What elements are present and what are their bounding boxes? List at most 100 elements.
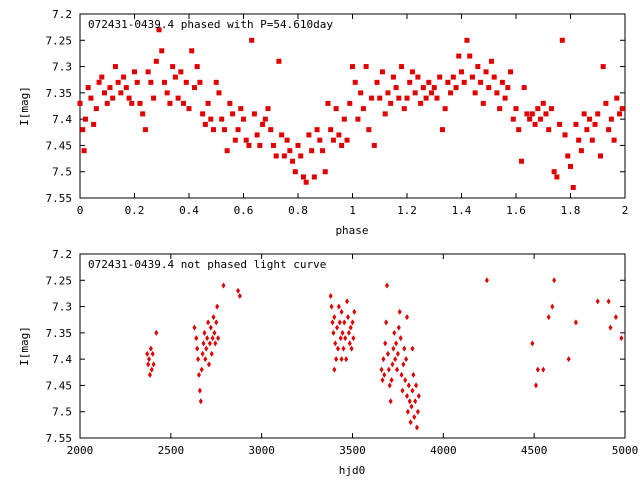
data-point bbox=[322, 169, 328, 175]
plot-frame bbox=[79, 253, 626, 439]
data-point bbox=[149, 366, 154, 373]
data-point bbox=[540, 100, 546, 106]
data-point bbox=[456, 53, 462, 59]
data-point bbox=[394, 340, 399, 347]
data-point bbox=[401, 361, 406, 368]
data-point bbox=[134, 79, 140, 85]
y-tick-label: 7.45 bbox=[46, 379, 73, 392]
data-point bbox=[349, 345, 354, 352]
data-point bbox=[333, 340, 338, 347]
data-point bbox=[416, 392, 421, 399]
data-point bbox=[347, 100, 353, 106]
data-point bbox=[379, 366, 384, 373]
data-point bbox=[398, 335, 403, 342]
data-point bbox=[461, 79, 467, 85]
data-point bbox=[401, 106, 407, 112]
data-point bbox=[352, 308, 357, 315]
data-point bbox=[91, 121, 97, 127]
data-point bbox=[530, 340, 535, 347]
data-point bbox=[518, 158, 524, 164]
data-point bbox=[249, 37, 255, 43]
data-point bbox=[386, 366, 391, 373]
x-tick-label: 5000 bbox=[612, 444, 639, 457]
data-point bbox=[82, 116, 88, 122]
data-point bbox=[589, 137, 595, 143]
data-point bbox=[529, 111, 535, 117]
data-point bbox=[445, 79, 451, 85]
data-point bbox=[551, 169, 557, 175]
data-point bbox=[351, 335, 356, 342]
data-point bbox=[303, 179, 309, 185]
data-point bbox=[147, 356, 152, 363]
data-point bbox=[164, 90, 170, 96]
data-point bbox=[429, 90, 435, 96]
data-point bbox=[209, 350, 214, 357]
data-point bbox=[491, 74, 497, 80]
data-point bbox=[208, 116, 214, 122]
data-point bbox=[385, 90, 391, 96]
data-point bbox=[344, 356, 349, 363]
data-point bbox=[202, 329, 207, 336]
data-point bbox=[121, 74, 127, 80]
data-point bbox=[348, 324, 353, 331]
data-point bbox=[573, 121, 579, 127]
data-point bbox=[409, 69, 415, 75]
data-point bbox=[546, 127, 552, 133]
data-point bbox=[197, 387, 202, 394]
data-point bbox=[118, 90, 124, 96]
y-tick-label: 7.5 bbox=[52, 406, 72, 419]
data-point bbox=[543, 111, 549, 117]
data-point bbox=[159, 48, 165, 54]
data-point bbox=[597, 153, 603, 159]
tick-labels: 2000 2500 3000 3500 4000 4500 5000 7.2 7.25 7.3 7.… bbox=[46, 248, 639, 457]
data-point bbox=[423, 95, 429, 101]
data-point bbox=[219, 116, 225, 122]
data-point bbox=[392, 329, 397, 336]
data-point bbox=[265, 106, 271, 112]
data-point bbox=[206, 319, 211, 326]
data-point bbox=[241, 116, 246, 122]
data-point bbox=[450, 74, 456, 80]
data-point bbox=[339, 308, 344, 315]
data-point bbox=[377, 95, 383, 101]
data-point bbox=[570, 184, 576, 190]
data-point bbox=[211, 314, 216, 321]
data-point bbox=[273, 153, 279, 159]
data-point bbox=[126, 95, 132, 101]
data-point bbox=[200, 111, 206, 117]
data-point bbox=[314, 127, 320, 133]
data-point bbox=[330, 319, 335, 326]
y-tick-label: 7.35 bbox=[46, 327, 73, 340]
data-point bbox=[175, 95, 181, 101]
data-point bbox=[336, 303, 341, 310]
data-point bbox=[527, 116, 533, 122]
data-point bbox=[399, 371, 404, 378]
x-tick-label: 2000 bbox=[67, 444, 94, 457]
data-point bbox=[332, 366, 337, 373]
data-point bbox=[344, 137, 350, 143]
data-point bbox=[606, 298, 611, 305]
data-point bbox=[521, 85, 527, 91]
data-point bbox=[374, 79, 380, 85]
data-point bbox=[557, 121, 563, 127]
data-point bbox=[383, 340, 388, 347]
data-point bbox=[112, 64, 118, 70]
data-point bbox=[581, 111, 587, 117]
y-tick-label: 7.2 bbox=[52, 248, 72, 261]
data-point bbox=[107, 85, 113, 91]
axis-ticks bbox=[79, 253, 626, 439]
data-point bbox=[415, 74, 421, 80]
data-point bbox=[221, 127, 227, 133]
data-point bbox=[352, 79, 358, 85]
data-point bbox=[399, 64, 405, 70]
x-tick-label: 0.4 bbox=[179, 204, 199, 217]
data-point bbox=[407, 79, 413, 85]
data-point bbox=[216, 90, 222, 96]
data-point bbox=[510, 116, 516, 122]
data-point bbox=[587, 116, 593, 122]
data-point bbox=[415, 408, 420, 415]
data-point bbox=[156, 27, 162, 33]
x-tick-label: 1.6 bbox=[506, 204, 526, 217]
data-point bbox=[595, 111, 601, 117]
